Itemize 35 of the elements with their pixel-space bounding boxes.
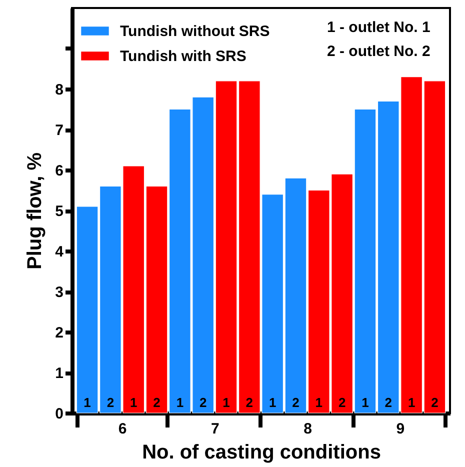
annotation: 2 [384,395,392,410]
legend-label: Tundish without SRS [120,23,270,40]
y-tick-label: 5 [55,203,64,220]
annotation: 1 [268,395,276,410]
y-tick-label: 2 [55,324,64,342]
x-axis-title: No. of casting conditions [142,442,381,464]
annotation: 1 [84,395,91,410]
y-tick-label: 8 [55,82,64,98]
y-tick-label: 4 [55,244,64,260]
annotation: 2 [199,395,207,410]
y-axis-title: Plug flow, % [24,152,46,270]
annotation: 1 [130,395,138,410]
annotation: 2 [153,395,160,410]
annotation: 2 [106,395,114,410]
x-tick-label: 9 [396,420,405,438]
y-tick-label: 1 [55,365,64,382]
legend-label: Tundish with SRS [120,48,246,65]
annotation: 2 [431,395,438,410]
y-tick-label: 7 [55,122,64,139]
annotation: 1 [176,395,184,410]
x-tick-label: 8 [304,420,312,438]
annotation: 2 - outlet No. 2 [327,43,430,60]
y-tick-label: 3 [55,284,64,301]
annotation: 1 [222,395,230,410]
x-tick-label: 7 [211,420,220,438]
annotation: 1 [362,395,369,410]
x-tick-label: 6 [118,420,127,438]
y-tick-label: 6 [55,162,64,180]
annotation: 2 [338,395,346,410]
annotation: 2 [292,395,300,410]
annotation: 1 [408,395,416,410]
annotation: 1 [315,395,323,410]
y-tick-label: 0 [55,406,64,422]
annotation: 2 [246,395,254,410]
annotation: 1 - outlet No. 1 [327,19,430,36]
